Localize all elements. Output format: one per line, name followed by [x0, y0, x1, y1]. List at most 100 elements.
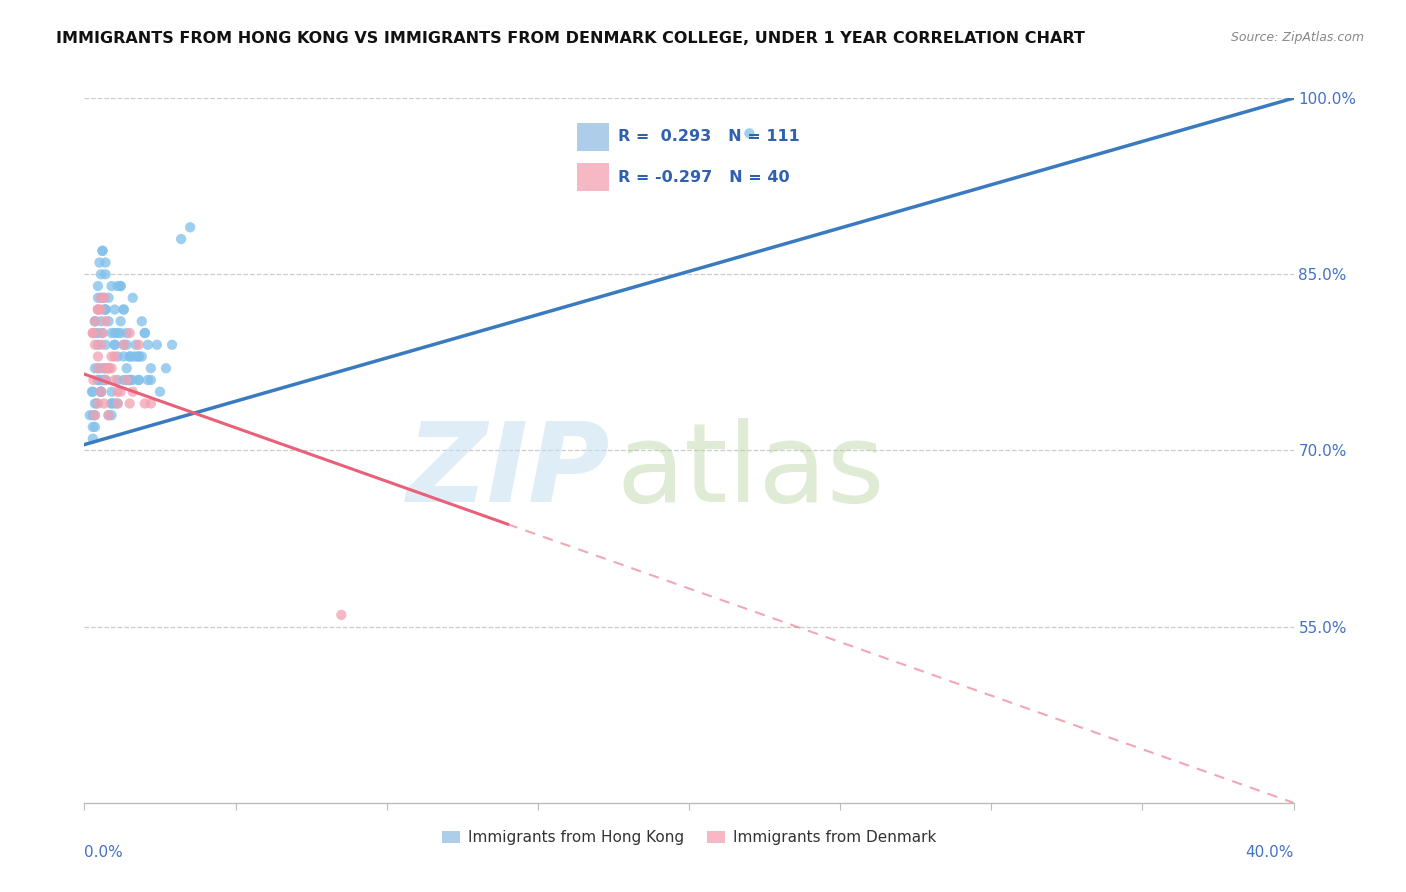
Point	[94, 314, 117, 328]
Point	[110, 279, 132, 293]
Point	[97, 291, 120, 305]
Point	[118, 373, 141, 387]
Point	[87, 373, 110, 387]
Point	[91, 244, 114, 258]
Point	[100, 279, 122, 293]
Point	[155, 361, 177, 376]
Point	[738, 126, 761, 140]
Point	[93, 291, 115, 305]
Point	[94, 268, 117, 282]
Point	[82, 432, 104, 446]
Point	[112, 338, 135, 352]
Point	[112, 338, 135, 352]
Point	[82, 326, 104, 340]
Point	[90, 361, 112, 376]
Point	[87, 279, 110, 293]
Point	[84, 396, 107, 410]
Point	[100, 350, 122, 364]
Point	[87, 326, 110, 340]
Point	[107, 396, 129, 410]
Point	[90, 291, 112, 305]
Point	[139, 361, 162, 376]
Point	[90, 384, 112, 399]
Point	[131, 350, 153, 364]
Point	[84, 338, 107, 352]
Point	[100, 409, 122, 423]
Point	[97, 314, 120, 328]
Point	[118, 396, 141, 410]
Point	[93, 373, 115, 387]
Point	[84, 409, 107, 423]
Point	[107, 350, 129, 364]
Point	[91, 326, 114, 340]
Point	[134, 396, 156, 410]
Point	[107, 396, 129, 410]
Point	[87, 361, 110, 376]
Point	[128, 350, 150, 364]
Point	[82, 326, 104, 340]
Point	[94, 255, 117, 269]
Point	[112, 373, 135, 387]
Point	[90, 268, 112, 282]
Point	[104, 396, 127, 410]
Point	[104, 302, 127, 317]
Point	[149, 384, 172, 399]
Point	[107, 326, 129, 340]
Point	[121, 384, 143, 399]
Point	[90, 314, 112, 328]
Point	[94, 302, 117, 317]
Point	[115, 373, 138, 387]
Point	[97, 361, 120, 376]
Point	[128, 373, 150, 387]
Point	[125, 338, 148, 352]
Point	[87, 350, 110, 364]
Point	[97, 361, 120, 376]
Point	[100, 326, 122, 340]
Point	[87, 302, 110, 317]
Point	[94, 373, 117, 387]
Point	[121, 373, 143, 387]
Point	[93, 291, 115, 305]
Point	[84, 420, 107, 434]
Point	[94, 302, 117, 317]
Point	[128, 373, 150, 387]
Point	[82, 384, 104, 399]
Point	[131, 314, 153, 328]
Point	[94, 373, 117, 387]
Point	[115, 338, 138, 352]
Point	[86, 396, 108, 410]
Point	[115, 361, 138, 376]
Point	[89, 255, 111, 269]
Point	[90, 384, 112, 399]
Point	[121, 291, 143, 305]
Point	[94, 361, 117, 376]
Point	[90, 384, 112, 399]
Point	[84, 409, 107, 423]
Point	[87, 396, 110, 410]
Point	[100, 396, 122, 410]
Point	[87, 302, 110, 317]
Point	[104, 350, 127, 364]
Point	[118, 373, 141, 387]
Point	[90, 373, 112, 387]
Point	[84, 314, 107, 328]
Point	[84, 361, 107, 376]
Point	[125, 350, 148, 364]
Point	[134, 326, 156, 340]
Point	[90, 384, 112, 399]
Text: ZIP: ZIP	[406, 418, 610, 525]
Point	[136, 373, 159, 387]
Text: 40.0%: 40.0%	[1246, 845, 1294, 860]
Point	[118, 350, 141, 364]
Point	[136, 338, 159, 352]
Point	[100, 361, 122, 376]
Point	[128, 338, 150, 352]
Point	[90, 291, 112, 305]
Point	[82, 373, 104, 387]
Point	[82, 420, 104, 434]
Point	[94, 373, 117, 387]
Point	[90, 338, 112, 352]
Point	[107, 279, 129, 293]
Point	[104, 338, 127, 352]
Point	[179, 220, 201, 235]
